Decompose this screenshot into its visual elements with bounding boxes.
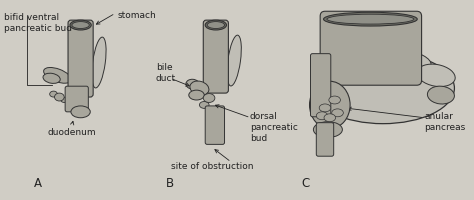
Ellipse shape — [200, 101, 209, 108]
Ellipse shape — [332, 109, 343, 117]
Text: duodenum: duodenum — [365, 23, 414, 32]
Ellipse shape — [92, 37, 106, 88]
Ellipse shape — [186, 79, 200, 89]
Ellipse shape — [55, 93, 64, 101]
Ellipse shape — [324, 114, 336, 122]
Ellipse shape — [311, 53, 455, 124]
Text: dorsal
pancreatic
bud: dorsal pancreatic bud — [250, 112, 298, 143]
Text: site of obstruction: site of obstruction — [171, 162, 253, 171]
Text: B: B — [166, 177, 174, 190]
FancyBboxPatch shape — [68, 20, 93, 97]
Ellipse shape — [324, 12, 417, 26]
Ellipse shape — [327, 14, 414, 24]
Ellipse shape — [44, 67, 71, 83]
Ellipse shape — [316, 112, 328, 120]
FancyBboxPatch shape — [310, 54, 331, 117]
FancyBboxPatch shape — [205, 106, 225, 144]
Ellipse shape — [310, 81, 350, 129]
Ellipse shape — [189, 90, 204, 100]
FancyBboxPatch shape — [320, 11, 421, 85]
FancyBboxPatch shape — [316, 123, 334, 156]
Ellipse shape — [227, 35, 241, 86]
Ellipse shape — [417, 64, 455, 87]
Text: stomach: stomach — [117, 11, 156, 20]
Ellipse shape — [319, 104, 331, 112]
Ellipse shape — [190, 81, 209, 95]
Ellipse shape — [374, 50, 431, 75]
Ellipse shape — [428, 86, 455, 104]
Text: duodenum: duodenum — [47, 128, 96, 137]
Ellipse shape — [323, 54, 375, 82]
Ellipse shape — [313, 122, 342, 137]
Text: C: C — [301, 177, 310, 190]
Ellipse shape — [50, 91, 57, 97]
Ellipse shape — [61, 98, 68, 102]
Ellipse shape — [313, 95, 342, 125]
Ellipse shape — [203, 94, 215, 102]
Ellipse shape — [72, 22, 89, 29]
Text: bifid ventral
pancreatic bud: bifid ventral pancreatic bud — [4, 13, 73, 33]
Ellipse shape — [329, 96, 340, 104]
FancyBboxPatch shape — [203, 20, 228, 93]
Ellipse shape — [70, 20, 91, 30]
Ellipse shape — [43, 73, 60, 83]
Text: A: A — [34, 177, 42, 190]
Ellipse shape — [207, 22, 225, 29]
Text: anular
pancreas: anular pancreas — [425, 112, 466, 132]
Text: bile
duct: bile duct — [156, 63, 176, 83]
Ellipse shape — [71, 106, 90, 118]
FancyBboxPatch shape — [65, 86, 88, 112]
Ellipse shape — [205, 20, 227, 30]
